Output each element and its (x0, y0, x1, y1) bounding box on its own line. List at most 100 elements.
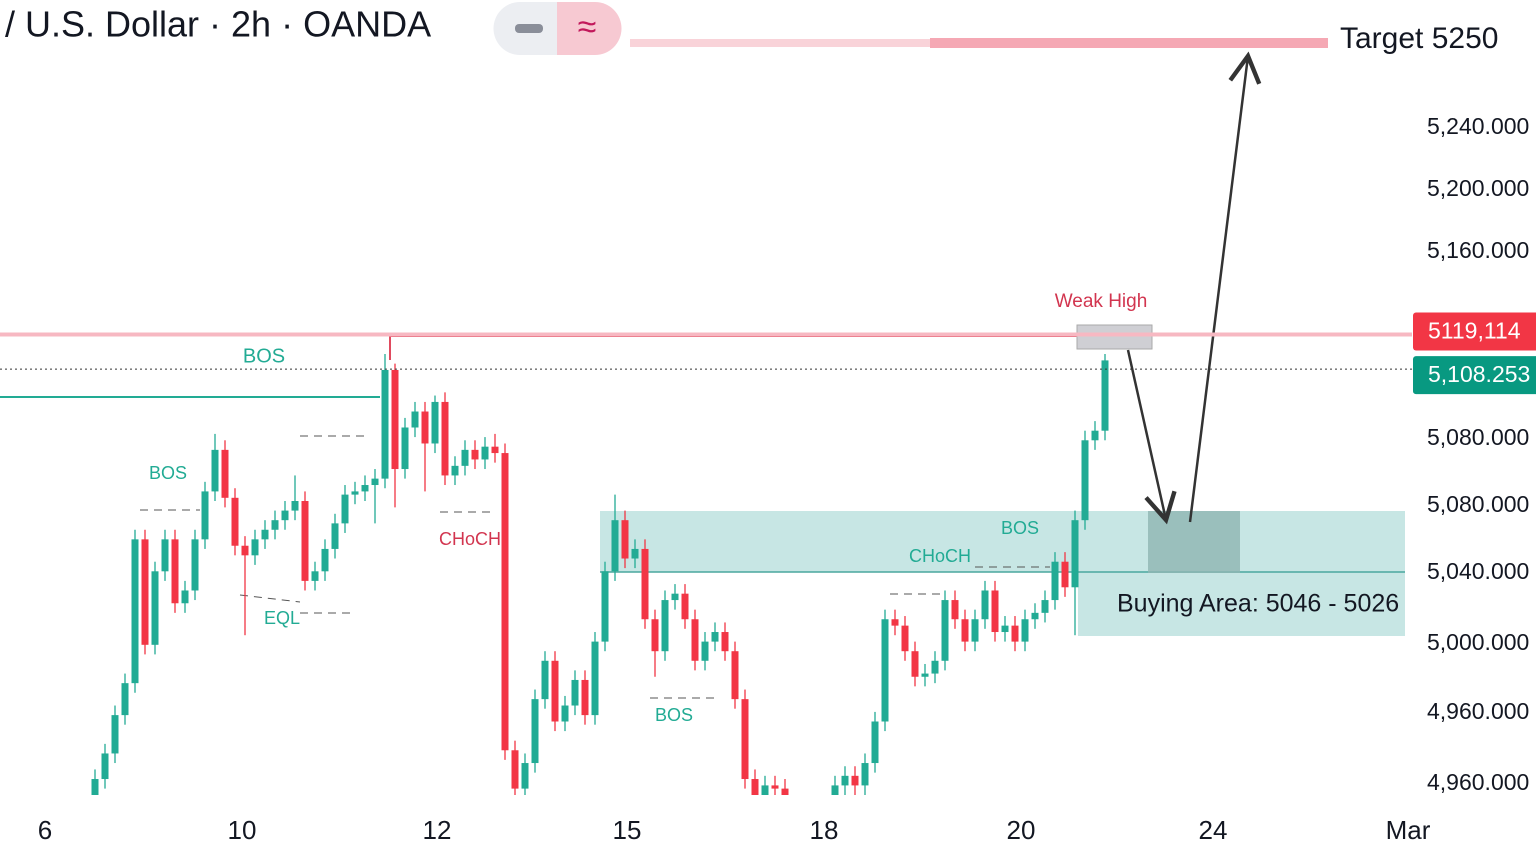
candle-body (271, 520, 279, 530)
target-line (930, 38, 1328, 48)
candle-body (911, 651, 919, 677)
candle-body (151, 571, 159, 645)
candle-body (471, 449, 479, 460)
candle-body (1061, 561, 1069, 588)
y-tick-label: 5,040.000 (1427, 558, 1529, 584)
y-tick-label: 4,960.000 (1427, 769, 1529, 795)
candle-body (181, 590, 189, 604)
candle-body (831, 785, 839, 795)
candle-body (311, 571, 319, 581)
entry-box (1148, 511, 1240, 573)
candle-body (671, 593, 679, 601)
candle-body (391, 369, 399, 470)
candle-body (1041, 600, 1049, 613)
candle-body (461, 449, 469, 466)
buying-area-label: Buying Area: 5046 - 5026 (1117, 590, 1399, 618)
toolbar-icon: ≈ (578, 8, 597, 46)
candle-body (431, 401, 439, 444)
candle-body (971, 619, 979, 642)
arrow (1188, 51, 1262, 523)
structure-marks (140, 435, 1050, 699)
candle-body (281, 510, 289, 521)
y-tick-label: 5,080.000 (1427, 491, 1529, 517)
candle-body (1071, 520, 1079, 588)
candle-body (521, 763, 529, 789)
candle-body (161, 539, 169, 572)
candle-body (531, 699, 539, 764)
target-line (630, 39, 930, 47)
candle-body (901, 625, 909, 652)
candle-body (291, 501, 299, 511)
supply-zone (600, 511, 1405, 572)
candle-body (201, 491, 209, 540)
candle-body (411, 411, 419, 428)
candle-body (991, 590, 999, 633)
candle-body (881, 619, 889, 722)
candle-body (861, 763, 869, 786)
candle-body (421, 411, 429, 444)
candle-body (651, 619, 659, 652)
candle-body (611, 520, 619, 572)
toolbar-button[interactable] (557, 2, 622, 55)
candle-body (1001, 625, 1009, 633)
candle-body (131, 539, 139, 684)
candle-body (1081, 440, 1089, 521)
y-tick-label: 5,240.000 (1427, 113, 1529, 139)
annotation: Weak High (1055, 291, 1148, 312)
candle-body (361, 485, 369, 492)
x-tick-label: Mar (1386, 815, 1431, 845)
candle-body (91, 779, 99, 795)
candle-body (101, 753, 109, 780)
candle-body (941, 600, 949, 661)
candle-body (631, 548, 639, 559)
candle-body (681, 593, 689, 620)
candle-body (1031, 612, 1039, 620)
candle-body (961, 619, 969, 642)
weak-high-box (1076, 324, 1153, 350)
candle-body (851, 775, 859, 786)
y-tick-label: 4,960.000 (1427, 698, 1529, 724)
candle-body (321, 548, 329, 572)
candle-body (641, 548, 649, 620)
candle-body (661, 600, 669, 652)
y-tick-label: 5,000.000 (1427, 629, 1529, 655)
candle-body (221, 449, 229, 498)
candle-body (381, 369, 389, 479)
price-badge-label: 5119,114 (1428, 318, 1521, 344)
candle-body (401, 427, 409, 470)
candle-body (261, 529, 269, 540)
candle-body (761, 785, 769, 795)
annotation: BOS (1001, 518, 1039, 538)
candle-body (731, 651, 739, 700)
candle-body (1011, 625, 1019, 642)
candle-body (301, 501, 309, 581)
annotation: EQL (264, 608, 300, 628)
x-tick-label: 6 (38, 815, 52, 845)
candle-body (751, 779, 759, 795)
candle-body (1091, 430, 1099, 441)
target-label: Target 5250 (1340, 22, 1498, 55)
candle-body (741, 699, 749, 780)
price-badge-label: 5,108.253 (1428, 361, 1530, 387)
candle-body (931, 660, 939, 674)
candle-body (891, 619, 899, 626)
candle-body (451, 465, 459, 476)
candle-body (1101, 360, 1109, 431)
candle-body (481, 446, 489, 460)
candle-body (871, 721, 879, 764)
candle-body (711, 632, 719, 642)
candle-body (591, 641, 599, 716)
annotation: CHoCH (909, 546, 971, 566)
candle-body (771, 785, 779, 789)
candle-body (721, 632, 729, 652)
candle-body (781, 788, 789, 795)
annotation: BOS (243, 345, 285, 367)
candle-body (241, 545, 249, 556)
x-tick-label: 12 (423, 815, 452, 845)
candle-body (121, 683, 129, 716)
candle-body (981, 590, 989, 620)
candle-body (621, 520, 629, 559)
title-bg (0, 0, 490, 55)
candle-body (171, 539, 179, 604)
